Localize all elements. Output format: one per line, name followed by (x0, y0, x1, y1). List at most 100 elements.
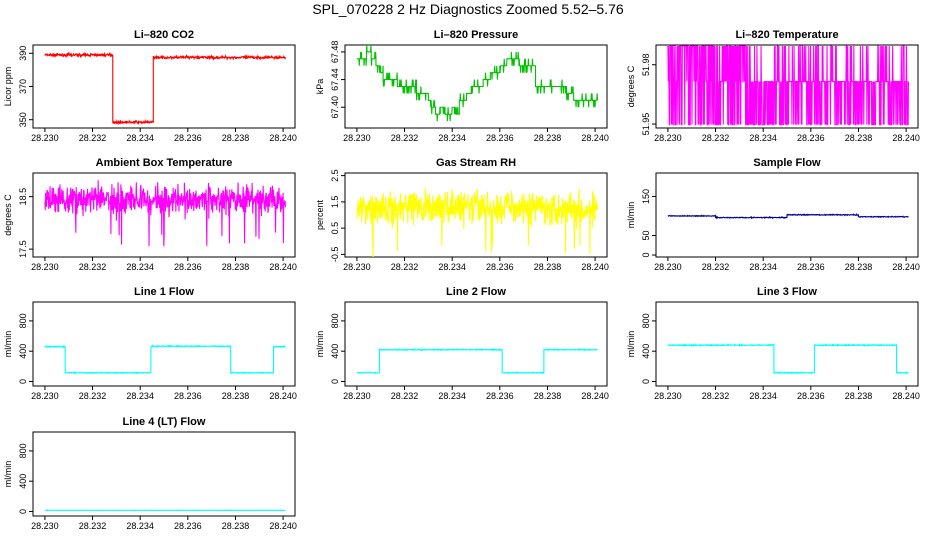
sample-flow-ylabel: ml/min (626, 202, 636, 229)
ambient-box-temperature-plot-frame (32, 172, 296, 258)
li-820-co2-xtick-label: 28.234 (126, 133, 154, 143)
li-820-pressure-xtick-label: 28.236 (486, 133, 514, 143)
li-820-co2-xtick-label: 28.230 (31, 133, 59, 143)
li-820-co2-xtick-label: 28.240 (269, 133, 297, 143)
line-3-flow-xtick-label: 28.238 (845, 391, 873, 401)
gas-stream-rh-ytick-label: 1.5 (330, 196, 340, 209)
li-820-pressure-xtick-label: 28.234 (438, 133, 466, 143)
sample-flow-xtick-label: 28.230 (654, 262, 682, 272)
line-1-flow-ytick-label: 0 (18, 379, 28, 384)
line-2-flow-ylabel: ml/min (315, 331, 325, 358)
sample-flow-title: Sample Flow (753, 157, 821, 169)
line-2-flow-ytick-label: 800 (330, 313, 340, 328)
li-820-pressure-ylabel: kPa (315, 79, 325, 95)
panel-li820-pressure: Li–820 Pressure 28.230 28.232 28.234 28.236 2… (315, 29, 609, 143)
line-2-flow-xtick-label: 28.232 (391, 391, 419, 401)
gas-stream-rh-xtick-label: 28.236 (486, 262, 514, 272)
li-820-co2-ytick-label: 370 (18, 79, 28, 94)
line-3-flow-xtick-label: 28.234 (749, 391, 777, 401)
li-820-pressure-ytick-label: 67.44 (330, 68, 340, 91)
li-820-temperature-xtick-label: 28.230 (654, 133, 682, 143)
sample-flow-series-line (667, 212, 909, 220)
line-1-flow-xtick-label: 28.236 (174, 391, 202, 401)
ambient-box-temperature-xtick-label: 28.238 (222, 262, 250, 272)
li-820-temperature-ytick-label: 51.98 (641, 53, 651, 76)
line-1-flow-xtick-label: 28.234 (126, 391, 154, 401)
ambient-box-temperature-ytick-label: 18.5 (18, 188, 28, 206)
line-2-flow-xtick-label: 28.236 (486, 391, 514, 401)
line-4-lt-flow-title: Line 4 (LT) Flow (123, 416, 206, 428)
li-820-co2-xtick-label: 28.232 (79, 133, 107, 143)
li-820-pressure-title: Li–820 Pressure (434, 29, 518, 41)
sample-flow-ytick-label: 0 (641, 253, 651, 258)
line-4-lt-flow-xtick-label: 28.232 (79, 521, 107, 531)
panel-line-4-lt-flow: Line 4 (LT) Flow 28.230 28.232 28.234 28.236… (3, 416, 297, 531)
line-2-flow-title: Line 2 Flow (446, 286, 506, 298)
panel-li820-temperature: Li–820 Temperature 28.230 28.232 28.234 28.2… (626, 29, 920, 143)
gas-stream-rh-ylabel: percent (315, 199, 325, 230)
line-4-lt-flow-xtick-label: 28.240 (269, 521, 297, 531)
li-820-pressure-xtick-label: 28.240 (581, 133, 609, 143)
gas-stream-rh-ytick-label: -0.5 (330, 247, 340, 263)
line-2-flow-plot-frame (344, 301, 608, 387)
line-1-flow-xtick-label: 28.238 (222, 391, 250, 401)
line-4-lt-flow-ytick-label: 0 (18, 509, 28, 514)
ambient-box-temperature-xtick-label: 28.234 (126, 262, 154, 272)
li-820-pressure-xtick-label: 28.232 (391, 133, 419, 143)
gas-stream-rh-title: Gas Stream RH (436, 157, 516, 169)
ambient-box-temperature-xtick-label: 28.232 (79, 262, 107, 272)
li-820-co2-xtick-label: 28.236 (174, 133, 202, 143)
li-820-co2-ytick-label: 350 (18, 112, 28, 127)
line-4-lt-flow-ytick-label: 400 (18, 474, 28, 489)
ambient-box-temperature-xtick-label: 28.236 (174, 262, 202, 272)
line-2-flow-xtick-label: 28.230 (343, 391, 371, 401)
panel-li820-co2: Li–820 CO2 28.230 28.232 28.234 28.236 28.238… (3, 29, 297, 143)
gas-stream-rh-ytick-label: 0.5 (330, 222, 340, 235)
line-2-flow-xtick-label: 28.240 (581, 391, 609, 401)
line-4-lt-flow-plot-frame (32, 431, 296, 517)
line-2-flow-series-line (356, 347, 598, 375)
sample-flow-xtick-label: 28.238 (845, 262, 873, 272)
line-1-flow-ylabel: ml/min (3, 331, 13, 358)
line-3-flow-plot-frame (655, 301, 919, 387)
line-2-flow-xtick-label: 28.238 (534, 391, 562, 401)
gas-stream-rh-xtick-label: 28.240 (581, 262, 609, 272)
li-820-temperature-xtick-label: 28.236 (797, 133, 825, 143)
sample-flow-ytick-label: 150 (641, 189, 651, 204)
li-820-co2-ytick-label: 390 (18, 46, 28, 61)
li-820-pressure-ytick-label: 67.48 (330, 41, 340, 64)
li-820-pressure-xtick-label: 28.238 (534, 133, 562, 143)
sample-flow-xtick-label: 28.236 (797, 262, 825, 272)
gas-stream-rh-plot-frame (344, 172, 608, 258)
li-820-temperature-xtick-label: 28.234 (749, 133, 777, 143)
line-3-flow-xtick-label: 28.232 (702, 391, 730, 401)
line-3-flow-ytick-label: 800 (641, 313, 651, 328)
line-3-flow-xtick-label: 28.236 (797, 391, 825, 401)
line-1-flow-xtick-label: 28.230 (31, 391, 59, 401)
gas-stream-rh-xtick-label: 28.234 (438, 262, 466, 272)
line-3-flow-series-line (667, 342, 909, 375)
line-1-flow-xtick-label: 28.232 (79, 391, 107, 401)
ambient-box-temperature-ylabel: degrees C (3, 194, 13, 236)
line-4-lt-flow-ylabel: ml/min (3, 461, 13, 488)
sample-flow-plot-frame (655, 172, 919, 258)
ambient-box-temperature-xtick-label: 28.230 (31, 262, 59, 272)
gas-stream-rh-series-line (356, 188, 599, 257)
li-820-co2-series-line (44, 51, 286, 126)
line-3-flow-ylabel: ml/min (626, 331, 636, 358)
line-3-flow-xtick-label: 28.230 (654, 391, 682, 401)
panel-line-3-flow: Line 3 Flow 28.230 28.232 28.234 28.236 28.23… (626, 286, 920, 401)
line-1-flow-ytick-label: 800 (18, 313, 28, 328)
li-820-co2-title: Li–820 CO2 (134, 29, 194, 41)
li-820-temperature-xtick-label: 28.240 (892, 133, 920, 143)
sample-flow-ytick-label: 50 (641, 231, 651, 241)
gas-stream-rh-ytick-label: 2.5 (330, 169, 340, 182)
line-4-lt-flow-xtick-label: 28.236 (174, 521, 202, 531)
li-820-pressure-series-line (356, 45, 599, 122)
line-4-lt-flow-xtick-label: 28.234 (126, 521, 154, 531)
line-2-flow-xtick-label: 28.234 (438, 391, 466, 401)
line-1-flow-xtick-label: 28.240 (269, 391, 297, 401)
panel-gas-stream-rh: Gas Stream RH 28.230 28.232 28.234 28.236 28.… (315, 157, 609, 272)
ambient-box-temperature-title: Ambient Box Temperature (96, 157, 233, 169)
